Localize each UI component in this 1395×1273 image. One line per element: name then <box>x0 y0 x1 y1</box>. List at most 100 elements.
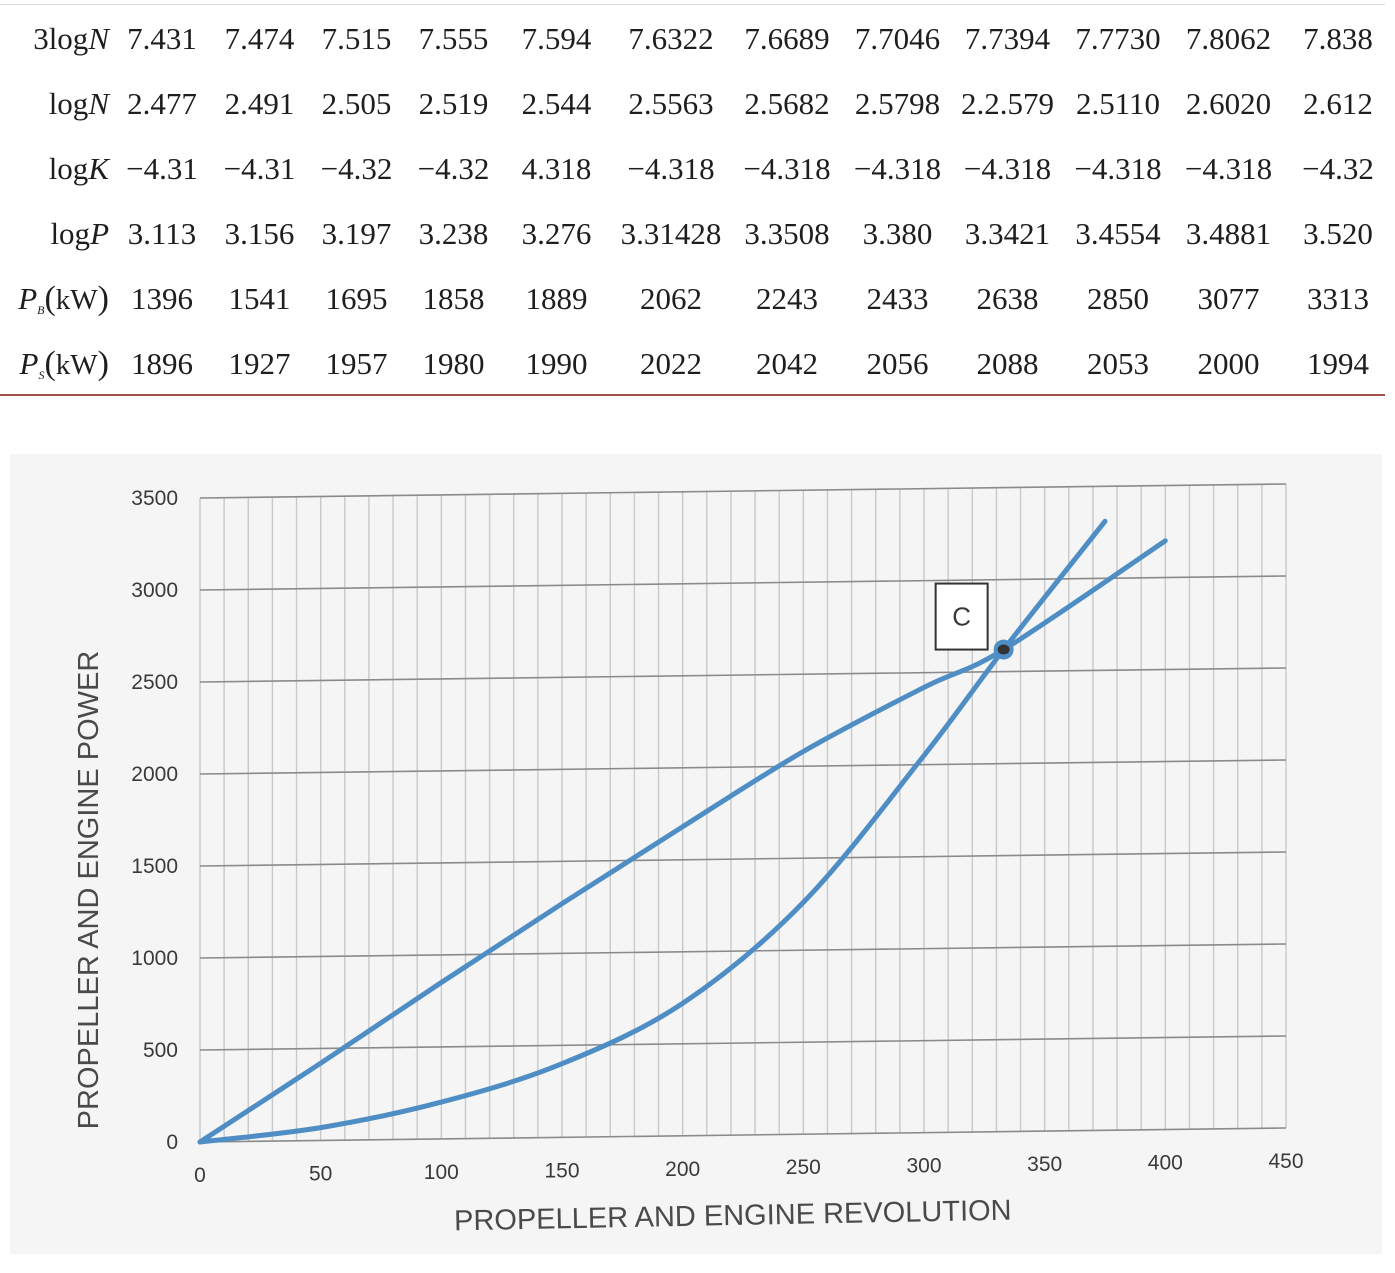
row-header-prefix: log <box>48 150 89 186</box>
row-header-symbol: P <box>90 215 109 251</box>
table-cell: 2243 <box>756 280 818 316</box>
row-header-symbol: P <box>19 345 39 381</box>
grid-line-horizontal <box>199 1127 1287 1143</box>
row-header-subscript: B <box>37 302 45 317</box>
y-axis-title: PROPELLER AND ENGINE POWER <box>73 651 105 1130</box>
grid-line-horizontal <box>199 483 1287 499</box>
table-cell: 2.5563 <box>628 85 714 121</box>
x-tick-label: 50 <box>309 1162 332 1185</box>
table-cell: 3.31428 <box>620 215 722 251</box>
table-cell: 7.7394 <box>964 20 1051 56</box>
chart-panel: 0 500 1000 1500 2000 2500 3000 3500 0 50 100 150 200… <box>10 454 1382 1254</box>
table-cell: 1896 <box>131 345 193 381</box>
row-header: PS(kW) <box>0 331 113 396</box>
row-header: logN <box>0 71 113 136</box>
table-cell: 2056 <box>866 345 929 381</box>
y-tick-label: 1000 <box>131 947 178 970</box>
table-bottom-rule <box>0 394 1385 396</box>
table-cell: 7.8062 <box>1185 20 1272 56</box>
table-cell: 1541 <box>228 280 291 316</box>
table-cell: 2.519 <box>418 85 489 121</box>
table-cell: 7.7046 <box>854 20 941 56</box>
grid-line-horizontal <box>199 1035 1287 1051</box>
x-tick-label: 450 <box>1268 1150 1303 1173</box>
row-header-prefix: log <box>48 85 89 121</box>
table-cell: −4.318 <box>1074 150 1162 186</box>
table-cell: −4.318 <box>963 150 1052 186</box>
row-header-subscript: S <box>38 367 45 382</box>
table-cell: 1990 <box>525 345 588 381</box>
table-cell: 7.431 <box>127 20 197 56</box>
table-cell: 2.544 <box>521 85 592 121</box>
table-cell: −4.31 <box>223 150 296 186</box>
grid-line-horizontal <box>199 667 1287 683</box>
grid-line-horizontal <box>199 851 1287 867</box>
y-tick-label: 0 <box>166 1131 178 1154</box>
row-header: logP <box>0 201 113 266</box>
y-tick-label: 3500 <box>131 487 178 510</box>
table-cell: −4.32 <box>320 150 393 186</box>
y-tick-label: 2500 <box>131 671 178 694</box>
table-cell: 3.197 <box>321 215 392 251</box>
table-cell: 3.156 <box>224 215 295 251</box>
table-cell: 3077 <box>1197 280 1260 316</box>
annotation-box <box>934 582 989 651</box>
table-cell: −4.32 <box>1302 150 1374 186</box>
y-tick-label: 1500 <box>131 855 178 878</box>
table-cell: 2062 <box>640 280 702 316</box>
series-line-1 <box>197 538 1168 1145</box>
table-cell: 1396 <box>131 280 193 316</box>
table-cell: 1927 <box>228 345 291 381</box>
row-header: logK <box>0 136 113 201</box>
table-cell: 2042 <box>756 345 818 381</box>
row-header-unit: kW <box>55 283 98 316</box>
table-cell: 1994 <box>1307 345 1369 381</box>
table-row: PS(kW) 1896 1927 1957 1980 1990 2022 2042 2056 20… <box>0 331 1392 396</box>
row-header-symbol: N <box>88 85 109 121</box>
table-cell: 3313 <box>1307 280 1369 316</box>
paren: ) <box>97 344 109 382</box>
table-cell: 3.276 <box>521 215 592 251</box>
table-cell: −4.318 <box>1184 150 1273 186</box>
table-cell: 7.594 <box>521 20 592 56</box>
table-cell: 2433 <box>866 280 929 316</box>
x-tick-label: 0 <box>194 1164 206 1187</box>
table-cell: 2638 <box>976 280 1039 316</box>
table-cell: 2.5682 <box>744 85 830 121</box>
table-cell: 1889 <box>525 280 588 316</box>
table-cell: 3.3508 <box>744 215 830 251</box>
table-cell: 1858 <box>422 280 485 316</box>
table-row: logK −4.31 −4.31 −4.32 −4.32 4.318 −4.318 −4.31… <box>0 136 1392 201</box>
table-cell: 3.4554 <box>1075 215 1161 251</box>
grid-line-horizontal <box>199 759 1287 775</box>
row-header-symbol: N <box>88 20 109 56</box>
table-row: 3logN 7.431 7.474 7.515 7.555 7.594 7.6322 7.66… <box>0 6 1392 71</box>
table-cell: −4.318 <box>853 150 942 186</box>
table-cell: 2088 <box>976 345 1039 381</box>
y-tick-label: 500 <box>143 1039 178 1062</box>
table-cell: 1957 <box>325 345 388 381</box>
x-tick-label: 350 <box>1027 1153 1062 1176</box>
table-cell: 7.515 <box>321 20 392 56</box>
table-cell: 3.520 <box>1303 215 1373 251</box>
y-tick-label: 2000 <box>131 763 178 786</box>
row-header-unit: kW <box>55 348 98 381</box>
row-header-symbol: P <box>18 280 38 316</box>
row-header: PB(kW) <box>0 266 113 331</box>
table-cell: 2.2.579 <box>961 85 1054 121</box>
table-cell: 2.612 <box>1303 85 1373 121</box>
table-cell: 7.838 <box>1303 20 1373 56</box>
grid-line-horizontal <box>199 575 1287 591</box>
data-table: 3logN 7.431 7.474 7.515 7.555 7.594 7.6322 7.66… <box>0 6 1392 396</box>
table-cell: 2000 <box>1197 345 1260 381</box>
table-cell: 1980 <box>422 345 485 381</box>
table-cell: 2.477 <box>127 85 197 121</box>
table-cell: 2.5798 <box>854 85 941 121</box>
x-tick-label: 100 <box>424 1161 459 1184</box>
table-cell: 7.555 <box>418 20 489 56</box>
x-tick-label: 250 <box>786 1156 821 1179</box>
x-tick-label: 200 <box>665 1158 700 1181</box>
table-cell: 2.505 <box>321 85 392 121</box>
table-cell: −4.318 <box>627 150 715 186</box>
